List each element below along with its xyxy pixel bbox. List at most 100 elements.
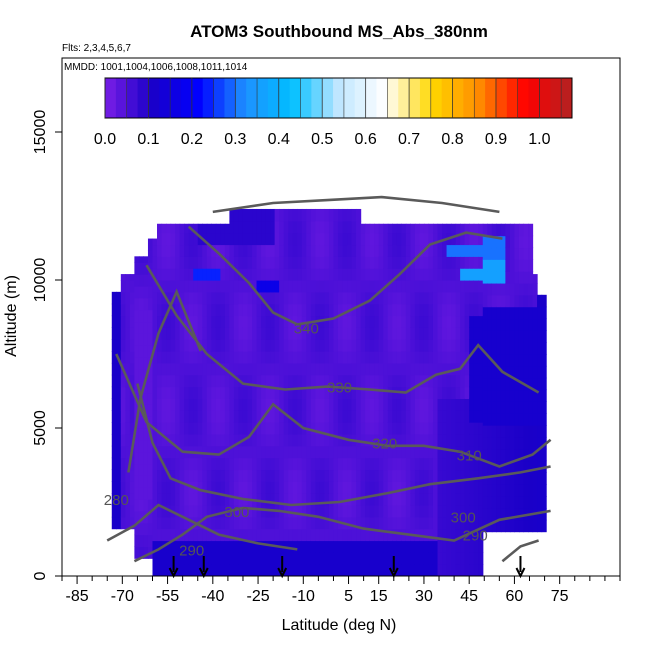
colorbar-segment bbox=[246, 78, 258, 118]
colorbar-segment bbox=[398, 78, 410, 118]
colorbar-segment bbox=[495, 78, 508, 118]
x-tick-label: 45 bbox=[460, 588, 478, 605]
colorbar-tick-label: 0.4 bbox=[268, 131, 290, 148]
colorbar-segment bbox=[441, 78, 454, 118]
colorbar-segment bbox=[376, 78, 388, 118]
colorbar-segment bbox=[278, 78, 291, 118]
contour-label: 320 bbox=[372, 436, 397, 453]
colorbar-segment bbox=[506, 78, 519, 118]
colorbar-tick-label: 0.2 bbox=[181, 131, 203, 148]
colorbar: 0.0 0.1 0.2 0.3 0.4 0.5 0.6 0.7 0.8 0.9 1.0 bbox=[94, 77, 573, 148]
colorbar-segment bbox=[354, 78, 367, 118]
contour-label: 300 bbox=[224, 504, 249, 521]
colorbar-segment bbox=[343, 78, 356, 118]
colorbar-segment bbox=[485, 78, 497, 118]
contour-line bbox=[106, 503, 298, 551]
x-tick-label: -85 bbox=[66, 588, 89, 605]
contour-line bbox=[212, 195, 500, 214]
y-axis-label: Altitude (m) bbox=[3, 275, 20, 357]
contour-label: 310 bbox=[457, 448, 482, 465]
colorbar-segment bbox=[257, 78, 269, 118]
colorbar-segment bbox=[550, 78, 562, 118]
plot-frame bbox=[61, 57, 621, 577]
contour-line bbox=[136, 383, 551, 507]
colorbar-segment bbox=[409, 78, 421, 118]
y-tick-label: 15000 bbox=[32, 110, 49, 155]
x-tick-label: 30 bbox=[415, 588, 433, 605]
colorbar-segment bbox=[213, 78, 225, 118]
colorbar-tick-label: 0.8 bbox=[441, 131, 463, 148]
contour-label: 290 bbox=[463, 528, 488, 545]
colorbar-segment bbox=[474, 78, 486, 118]
colorbar-segment bbox=[430, 78, 443, 118]
y-axis: 0 5000 10000 15000 bbox=[32, 110, 62, 580]
x-tick-label: -70 bbox=[111, 588, 134, 605]
colorbar-segment bbox=[561, 78, 573, 118]
colorbar-segment bbox=[387, 78, 399, 118]
colorbar-segment bbox=[170, 78, 182, 118]
colorbar-segment bbox=[148, 78, 160, 118]
colorbar-tick-label: 1.0 bbox=[528, 131, 550, 148]
contour-line bbox=[133, 506, 551, 563]
colorbar-segment bbox=[105, 78, 117, 118]
x-tick-label: -25 bbox=[246, 588, 269, 605]
colorbar-segment bbox=[517, 78, 530, 118]
colorbar-tick-label: 0.0 bbox=[94, 131, 116, 148]
contour-label: 340 bbox=[294, 320, 319, 337]
colorbar-segment bbox=[159, 78, 171, 118]
heatmap-cells bbox=[111, 208, 547, 576]
colorbar-segment bbox=[224, 78, 236, 118]
colorbar-segment bbox=[191, 78, 204, 118]
y-tick-label: 5000 bbox=[32, 410, 49, 446]
x-tick-label: 5 bbox=[344, 588, 353, 605]
colorbar-segment bbox=[311, 78, 323, 118]
y-tick-label: 0 bbox=[32, 571, 49, 580]
x-tick-label: -40 bbox=[201, 588, 224, 605]
colorbar-tick-label: 0.7 bbox=[398, 131, 420, 148]
dates-subtitle: MMDD: 1001,1004,1006,1008,1011,1014 bbox=[64, 62, 248, 73]
profile-arrow bbox=[515, 556, 526, 579]
contour-label: 280 bbox=[104, 492, 129, 509]
colorbar-segment bbox=[267, 78, 280, 118]
x-tick-label: 15 bbox=[370, 588, 388, 605]
colorbar-tick-label: 0.6 bbox=[355, 131, 377, 148]
colorbar-tick-label: 0.5 bbox=[311, 131, 333, 148]
colorbar-segment bbox=[452, 78, 464, 118]
colorbar-segment bbox=[137, 78, 149, 118]
colorbar-segment bbox=[235, 78, 247, 118]
contour-line bbox=[187, 225, 503, 326]
x-tick-label: 60 bbox=[506, 588, 524, 605]
colorbar-segment bbox=[300, 78, 312, 118]
flight-arrows bbox=[168, 556, 526, 579]
colorbar-segment bbox=[463, 78, 475, 118]
colorbar-segment bbox=[126, 78, 139, 118]
colorbar-tick-label: 0.1 bbox=[137, 131, 159, 148]
flights-subtitle: Flts: 2,3,4,5,6,7 bbox=[62, 43, 131, 54]
colorbar-segment bbox=[289, 78, 301, 118]
colorbar-segment bbox=[365, 78, 378, 118]
contour-label: 330 bbox=[327, 380, 352, 397]
y-tick-label: 10000 bbox=[32, 258, 49, 303]
contour-label: 290 bbox=[179, 542, 204, 559]
colorbar-tick-label: 0.9 bbox=[485, 131, 507, 148]
colorbar-segment bbox=[539, 78, 551, 118]
colorbar-segment bbox=[322, 78, 334, 118]
colorbar-segment bbox=[333, 78, 345, 118]
colorbar-segment bbox=[528, 78, 540, 118]
x-tick-label: 75 bbox=[551, 588, 569, 605]
contour-label: 300 bbox=[451, 510, 476, 527]
contour-line bbox=[115, 353, 552, 468]
x-axis: -85 -70 -55 -40 -25 -10 5 15 30 45 60 75 bbox=[61, 576, 621, 605]
x-tick-label: -55 bbox=[156, 588, 179, 605]
x-axis-label: Latitude (deg N) bbox=[282, 617, 397, 634]
x-tick-label: -10 bbox=[292, 588, 315, 605]
chart-title: ATOM3 Southbound MS_Abs_380nm bbox=[190, 22, 488, 41]
colorbar-segment bbox=[181, 78, 193, 118]
contour-line bbox=[127, 288, 202, 473]
colorbar-tick-label: 0.3 bbox=[224, 131, 246, 148]
colorbar-segment bbox=[115, 78, 128, 118]
colorbar-segment bbox=[419, 78, 432, 118]
contour-line bbox=[145, 264, 540, 394]
